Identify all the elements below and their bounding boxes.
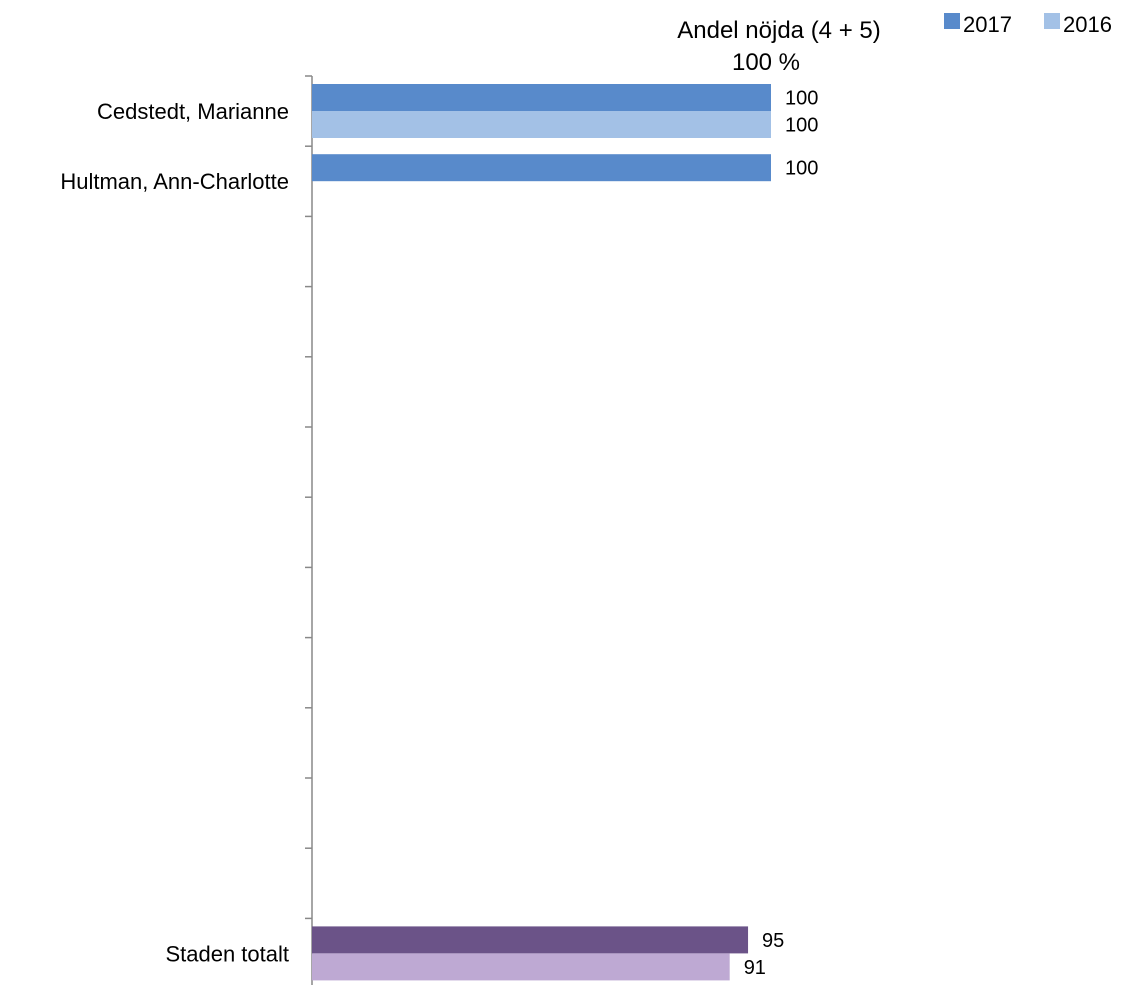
value-label: 95	[762, 930, 784, 952]
category-label: Cedstedt, Marianne	[97, 99, 289, 124]
bars	[312, 84, 771, 981]
bar-2017	[312, 84, 771, 111]
value-label: 100	[785, 115, 818, 137]
legend-swatch-2016	[1044, 13, 1060, 29]
bar-2017	[312, 926, 749, 954]
category-labels: Cedstedt, Marianne Hultman, Ann-Charlotte…	[60, 99, 289, 966]
bar-2017	[312, 154, 771, 182]
category-axis	[305, 75, 313, 985]
category-label: Hultman, Ann-Charlotte	[60, 169, 289, 194]
value-labels: 100 100 100 95 91	[744, 88, 819, 979]
value-label: 100	[785, 88, 818, 110]
value-label: 100	[785, 158, 818, 180]
bar-2016	[312, 953, 730, 981]
chart-title: Andel nöjda (4 + 5)	[677, 17, 880, 44]
legend-label-2016: 2016	[1063, 12, 1112, 37]
category-label: Staden totalt	[165, 941, 289, 966]
axis-max-label: 100 %	[732, 49, 800, 76]
value-label: 91	[744, 957, 766, 979]
legend: 2017 2016	[944, 12, 1112, 37]
bar-2016	[312, 111, 771, 138]
legend-label-2017: 2017	[963, 12, 1012, 37]
legend-swatch-2017	[944, 13, 960, 29]
